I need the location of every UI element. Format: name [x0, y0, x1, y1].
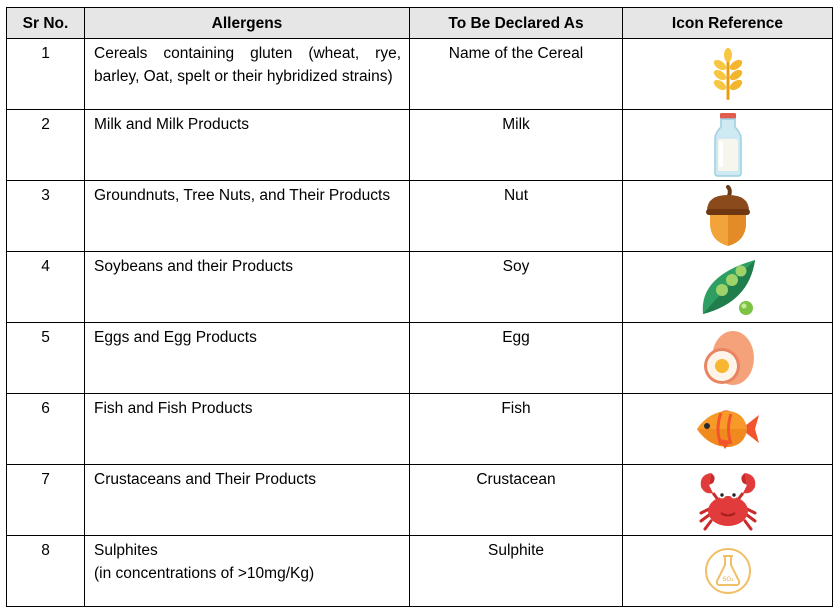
milk-bottle-icon: [713, 113, 742, 177]
sr-no: 7: [6, 464, 85, 536]
soybean-pod-icon: [702, 260, 755, 315]
allergen: Cereals containing gluten (wheat, rye, b…: [84, 38, 410, 110]
allergen: Eggs and Egg Products: [84, 322, 410, 394]
allergen: Crustaceans and Their Products: [84, 464, 410, 536]
sr-no: 8: [6, 535, 85, 607]
declared-as: Egg: [409, 322, 623, 394]
header-declared-as: To Be Declared As: [409, 7, 623, 39]
table-row: 7 Crustaceans and Their Products Crustac…: [6, 464, 833, 536]
sr-no: 4: [6, 251, 85, 323]
declared-as: Nut: [409, 180, 623, 252]
sr-no: 5: [6, 322, 85, 394]
table-row: 1 Cereals containing gluten (wheat, rye,…: [6, 38, 833, 110]
fish-icon: [696, 410, 759, 449]
allergen-line-2: (in concentrations of >10mg/Kg): [94, 565, 315, 582]
declared-as: Crustacean: [409, 464, 623, 536]
header-allergens: Allergens: [84, 7, 410, 39]
header-sr-no: Sr No.: [6, 7, 85, 39]
table-row: 5 Eggs and Egg Products Egg: [6, 322, 833, 394]
table-row: 6 Fish and Fish Products Fish: [6, 393, 833, 465]
allergen: Milk and Milk Products: [84, 109, 410, 181]
allergen: Soybeans and their Products: [84, 251, 410, 323]
header-row: Sr No. Allergens To Be Declared As Icon …: [6, 7, 833, 39]
declared-as: Milk: [409, 109, 623, 181]
declared-as: Sulphite: [409, 535, 623, 607]
allergen-line-1: Sulphites: [94, 542, 158, 559]
declared-as: Soy: [409, 251, 623, 323]
allergen: Sulphites (in concentrations of >10mg/Kg…: [84, 535, 410, 607]
acorn-icon: [705, 185, 750, 246]
sulphite-icon-label: SO₂: [722, 576, 734, 583]
header-icon-reference: Icon Reference: [622, 7, 833, 39]
sr-no: 6: [6, 393, 85, 465]
table-row: 3 Groundnuts, Tree Nuts, and Their Produ…: [6, 180, 833, 252]
table-row: 8 Sulphites (in concentrations of >10mg/…: [6, 535, 833, 607]
allergen: Fish and Fish Products: [84, 393, 410, 465]
allergen: Groundnuts, Tree Nuts, and Their Product…: [84, 180, 410, 252]
allergen-table: Sr No. Allergens To Be Declared As Icon …: [6, 7, 833, 607]
crab-icon: [699, 473, 756, 531]
sulphite-flask-icon: SO₂: [704, 548, 751, 594]
wheat-icon: [713, 48, 742, 100]
sr-no: 2: [6, 109, 85, 181]
table-row: 4 Soybeans and their Products Soy: [6, 251, 833, 323]
declared-as: Fish: [409, 393, 623, 465]
table-row: 2 Milk and Milk Products Milk: [6, 109, 833, 181]
sr-no: 1: [6, 38, 85, 110]
egg-icon: [703, 331, 754, 385]
sr-no: 3: [6, 180, 85, 252]
declared-as: Name of the Cereal: [409, 38, 623, 110]
